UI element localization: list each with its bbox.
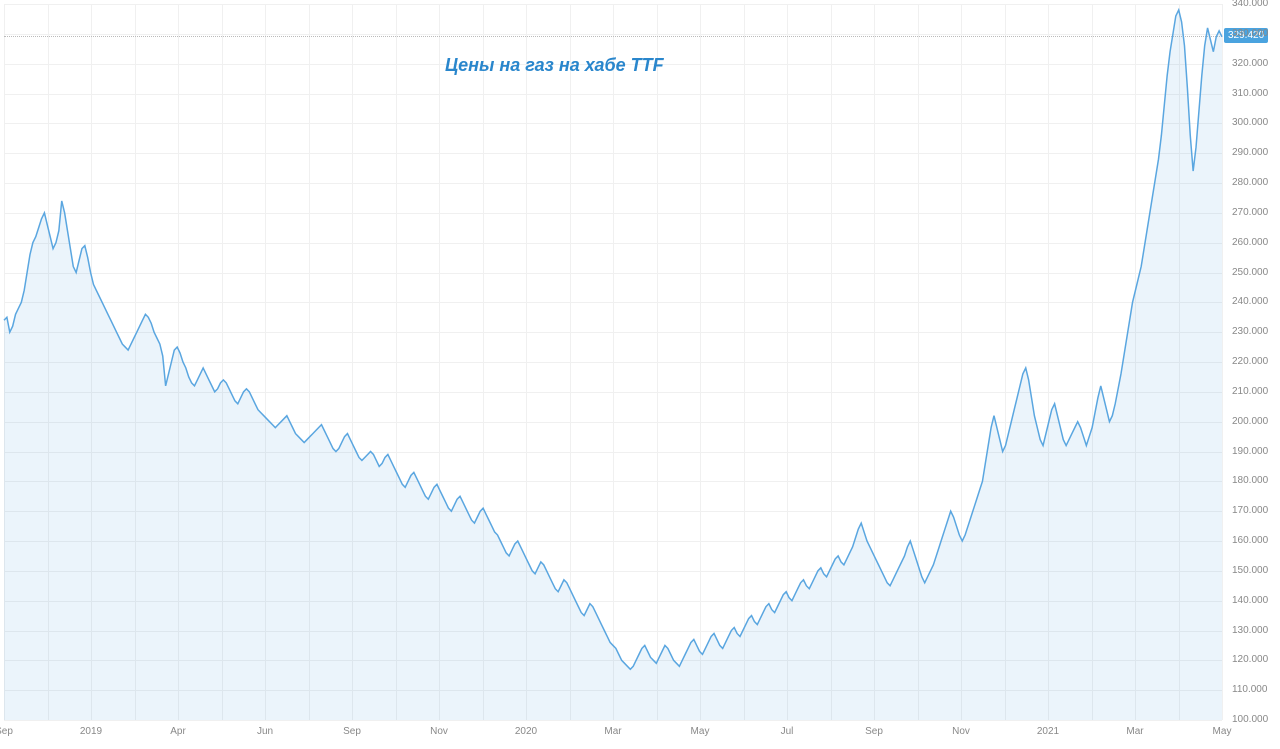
y-tick-label: 190.000 (1228, 446, 1268, 457)
y-tick-label: 140.000 (1228, 595, 1268, 606)
y-tick-label: 240.000 (1228, 296, 1268, 307)
y-tick-label: 330.000 (1228, 28, 1268, 39)
x-tick-label: Apr (170, 726, 186, 737)
price-series (4, 4, 1222, 720)
plot-area[interactable] (4, 4, 1222, 720)
y-tick-label: 250.000 (1228, 267, 1268, 278)
x-tick-label: Sep (865, 726, 883, 737)
chart-container: Цены на газ на хабе TTF 329.420 100.0001… (0, 0, 1280, 749)
y-tick-label: 310.000 (1228, 88, 1268, 99)
y-tick-label: 110.000 (1228, 684, 1267, 695)
y-tick-label: 120.000 (1228, 654, 1268, 665)
x-tick-label: Nov (430, 726, 448, 737)
x-tick-label: 2019 (80, 726, 102, 737)
y-tick-label: 130.000 (1228, 625, 1268, 636)
y-tick-label: 290.000 (1228, 147, 1268, 158)
y-tick-label: 270.000 (1228, 207, 1268, 218)
y-tick-label: 160.000 (1228, 535, 1268, 546)
y-tick-label: 150.000 (1228, 565, 1268, 576)
x-tick-label: 2021 (1037, 726, 1059, 737)
y-tick-label: 260.000 (1228, 237, 1268, 248)
y-tick-label: 300.000 (1228, 117, 1268, 128)
y-tick-label: 210.000 (1228, 386, 1268, 397)
x-tick-label: Jun (257, 726, 273, 737)
y-tick-label: 280.000 (1228, 177, 1268, 188)
y-tick-label: 180.000 (1228, 475, 1268, 486)
x-tick-label: 2020 (515, 726, 537, 737)
y-tick-label: 220.000 (1228, 356, 1268, 367)
x-tick-label: Mar (1126, 726, 1143, 737)
y-tick-label: 230.000 (1228, 326, 1268, 337)
grid-line-v (1222, 4, 1223, 720)
x-tick-label: Nov (952, 726, 970, 737)
chart-title: Цены на газ на хабе TTF (445, 55, 664, 76)
y-tick-label: 170.000 (1228, 505, 1268, 516)
x-tick-label: May (1213, 726, 1232, 737)
x-tick-label: Sep (343, 726, 361, 737)
y-tick-label: 100.000 (1228, 714, 1268, 725)
y-tick-label: 340.000 (1228, 0, 1268, 9)
y-tick-label: 200.000 (1228, 416, 1268, 427)
x-tick-label: May (691, 726, 710, 737)
x-tick-label: Jul (781, 726, 794, 737)
grid-line-h (4, 720, 1222, 721)
x-tick-label: Mar (604, 726, 621, 737)
y-tick-label: 320.000 (1228, 58, 1268, 69)
x-tick-label: Sep (0, 726, 13, 737)
